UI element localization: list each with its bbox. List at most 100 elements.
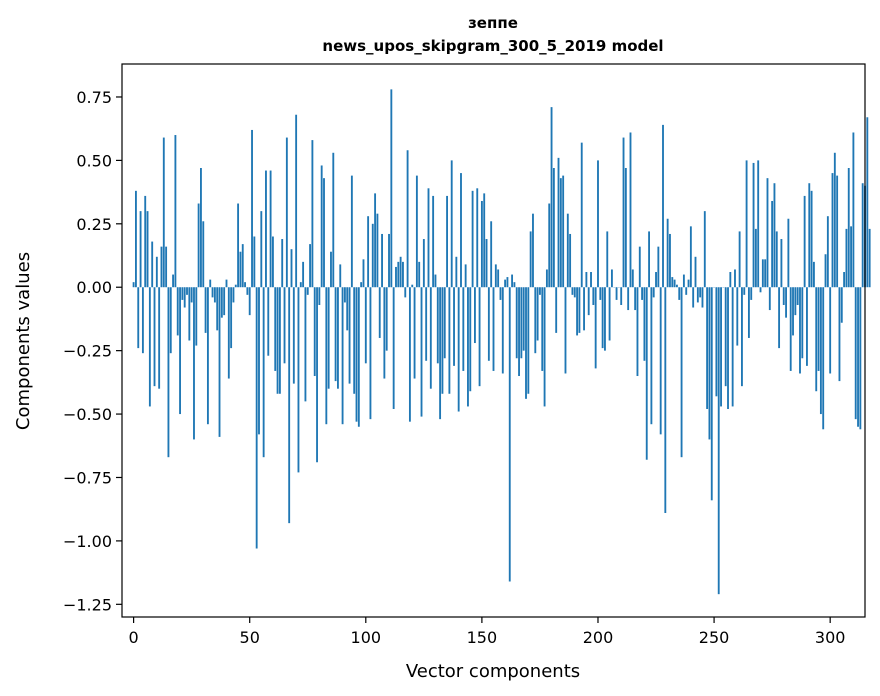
bar-101 <box>367 216 370 288</box>
bar-111 <box>390 89 393 288</box>
x-tick-label: 0 <box>129 628 139 647</box>
bar-270 <box>759 287 762 293</box>
bar-231 <box>669 233 671 288</box>
bar-297 <box>822 287 825 430</box>
bar-159 <box>501 287 504 374</box>
bar-139 <box>455 256 458 288</box>
bar-130 <box>434 274 437 288</box>
bar-87 <box>334 287 337 382</box>
bar-12 <box>160 246 163 288</box>
bar-20 <box>179 287 181 415</box>
bar-277 <box>775 231 778 288</box>
bar-92 <box>346 287 349 331</box>
bar-140 <box>457 287 460 412</box>
bar-14 <box>165 246 168 288</box>
bar-226 <box>657 246 660 288</box>
bar-307 <box>845 228 848 288</box>
bar-113 <box>395 266 397 288</box>
bar-97 <box>357 287 360 427</box>
bar-0 <box>132 282 135 288</box>
bar-162 <box>508 287 511 582</box>
bar-195 <box>585 272 588 288</box>
bar-65 <box>283 287 286 364</box>
bar-62 <box>276 287 279 394</box>
bar-78 <box>313 287 316 377</box>
bar-276 <box>773 183 776 288</box>
bar-75 <box>306 287 309 295</box>
bar-172 <box>532 213 534 288</box>
bar-21 <box>181 287 184 300</box>
y-tick-label: 0.50 <box>76 151 112 170</box>
bar-190 <box>573 287 576 298</box>
bar-316 <box>866 117 869 288</box>
bar-118 <box>406 150 409 288</box>
bar-152 <box>485 239 488 288</box>
bar-29 <box>200 168 202 288</box>
y-tick-label: 0.00 <box>76 278 112 297</box>
chart-title-line1: зеппе <box>468 14 518 32</box>
bar-202 <box>601 287 604 349</box>
bar-136 <box>448 287 451 394</box>
bar-77 <box>311 140 314 288</box>
bar-7 <box>148 287 151 407</box>
x-tick-label: 150 <box>467 628 498 647</box>
y-axis-ticks: 0.75 0.50 0.25 0.00 −0.25 −0.50 −0.75 −1.00 −1.2… <box>63 88 122 614</box>
bar-243 <box>696 287 699 303</box>
bar-39 <box>223 287 226 316</box>
bar-1 <box>135 190 137 288</box>
y-tick-label: 0.75 <box>76 88 112 107</box>
bar-18 <box>174 135 177 288</box>
bar-134 <box>443 287 446 359</box>
bar-19 <box>176 287 179 336</box>
bar-242 <box>694 256 697 288</box>
bar-2 <box>137 287 140 349</box>
bar-47 <box>241 244 244 288</box>
bar-309 <box>850 226 852 288</box>
bar-163 <box>511 274 514 288</box>
bar-310 <box>852 132 855 288</box>
bar-91 <box>343 287 346 303</box>
bar-132 <box>439 287 442 420</box>
bar-95 <box>353 287 356 394</box>
bar-196 <box>587 287 590 316</box>
bar-74 <box>304 287 307 402</box>
bar-176 <box>541 287 544 371</box>
bar-123 <box>418 261 421 288</box>
bar-161 <box>506 277 509 288</box>
bar-120 <box>411 284 414 288</box>
bar-206 <box>610 269 613 288</box>
bar-170 <box>527 287 530 394</box>
bar-256 <box>727 287 729 409</box>
bar-26 <box>193 287 195 440</box>
bar-286 <box>796 287 799 305</box>
bar-151 <box>483 193 486 288</box>
bar-153 <box>487 287 490 361</box>
bar-228 <box>662 124 664 288</box>
bar-142 <box>462 287 465 371</box>
bar-71 <box>297 287 300 473</box>
bar-15 <box>167 287 170 458</box>
bar-121 <box>413 287 416 379</box>
bar-13 <box>162 137 165 288</box>
bar-93 <box>348 287 351 384</box>
bar-218 <box>638 246 641 288</box>
bar-40 <box>225 279 228 288</box>
bar-154 <box>490 221 493 288</box>
bar-46 <box>239 251 242 288</box>
x-axis-ticks: 0 50 100 150 200 250 300 <box>129 617 845 647</box>
bar-185 <box>562 175 565 288</box>
bar-235 <box>678 287 681 300</box>
bar-169 <box>525 287 527 399</box>
bar-295 <box>817 287 820 371</box>
bar-260 <box>736 287 739 346</box>
bar-252 <box>717 287 720 595</box>
bar-4 <box>141 287 144 354</box>
bar-52 <box>253 236 256 288</box>
bar-171 <box>529 231 532 288</box>
bar-200 <box>597 160 599 288</box>
bar-141 <box>460 173 462 288</box>
bar-296 <box>819 287 822 415</box>
bar-215 <box>631 269 634 288</box>
bar-148 <box>476 188 479 288</box>
bar-156 <box>494 264 497 288</box>
